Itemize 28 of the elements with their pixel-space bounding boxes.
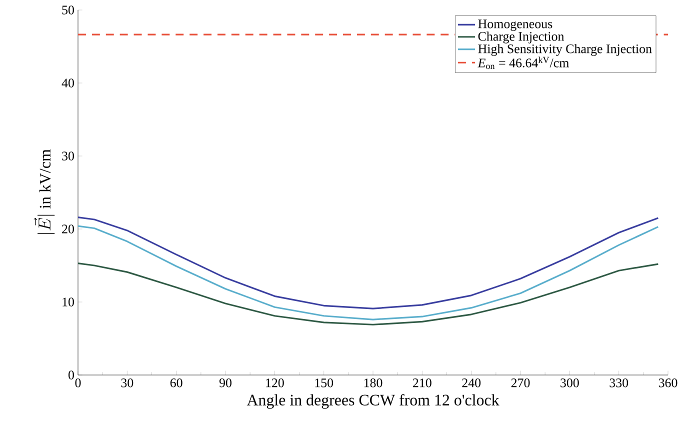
x-tick-label: 300 [560, 378, 579, 388]
y-tick-label: 30 [62, 152, 74, 160]
x-tick-label: 360 [658, 378, 678, 388]
x-tick-label: 90 [219, 378, 232, 388]
x-tick-label: 210 [413, 378, 432, 388]
line-series [78, 216, 659, 310]
x-tick-label: 30 [121, 378, 134, 388]
y-tick-label: 10 [62, 298, 74, 306]
y-tick-label: 0 [68, 370, 74, 380]
y-tick-label: 50 [62, 6, 74, 14]
legend-label: Charge Injection [478, 32, 564, 44]
legend-label: E$_{on}$ = 46.64$^{kV}$/cm [478, 56, 569, 70]
x-tick-label: 150 [315, 378, 334, 388]
y-axis-title: $|\vec{E}|\mbox{ in kV/cm}$ [34, 149, 55, 234]
x-tick-label: 60 [170, 378, 182, 388]
x-tick-label: 0 [75, 378, 81, 388]
x-tick-label: 120 [266, 378, 284, 388]
line-series [78, 262, 659, 326]
legend-label: High Sensitivity Charge Injection [478, 44, 652, 56]
x-axis-title: Angle in degrees CCW from 12 o'clock [246, 394, 500, 409]
y-tick-label: 20 [62, 224, 74, 234]
line-series [78, 225, 659, 320]
x-tick-label: 270 [511, 378, 530, 388]
x-tick-label: 330 [610, 378, 628, 388]
x-tick-label: 180 [364, 378, 382, 388]
x-tick-label: 240 [462, 378, 481, 388]
y-tick-label: 40 [62, 78, 74, 88]
legend-label: Homogeneous [478, 20, 552, 31]
